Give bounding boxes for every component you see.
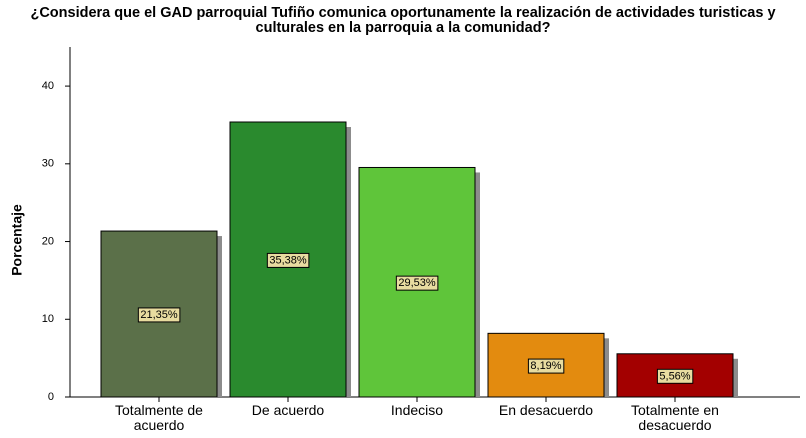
x-tick-label: En desacuerdo <box>498 402 594 418</box>
data-label-group: 21,35% <box>137 307 181 323</box>
y-axis-label: Porcentaje <box>9 204 25 276</box>
x-tick-label: De acuerdo <box>251 402 325 418</box>
data-label-box <box>137 307 181 323</box>
data-label-box <box>395 275 439 291</box>
data-label-group: 5,56% <box>656 368 694 384</box>
data-label-group: 35,38% <box>266 252 310 268</box>
data-label: 21,35% <box>140 309 178 321</box>
bar <box>487 332 605 398</box>
y-tick-label: 40 <box>42 80 54 92</box>
x-tick-label: Totalmente en desacuerdo <box>631 402 719 433</box>
data-label-box <box>266 252 310 268</box>
y-tick-label: 30 <box>42 158 54 170</box>
x-tick-label: Indeciso <box>390 402 444 418</box>
data-label-box <box>527 358 565 374</box>
y-tick-label: 0 <box>48 391 54 403</box>
x-tick-label: Totalmente de acuerdo <box>115 402 203 433</box>
data-label: 5,56% <box>659 370 690 382</box>
data-label: 8,19% <box>530 360 561 372</box>
data-label: 29,53% <box>398 277 436 289</box>
y-tick-label: 10 <box>42 313 54 325</box>
data-label-group: 29,53% <box>395 275 439 291</box>
data-label-group: 8,19% <box>527 358 565 374</box>
y-tick-label: 20 <box>42 235 54 247</box>
data-label-box <box>656 368 694 384</box>
data-label: 35,38% <box>269 254 307 266</box>
chart-title: ¿Considera que el GAD parroquial Tufiño … <box>30 5 776 36</box>
